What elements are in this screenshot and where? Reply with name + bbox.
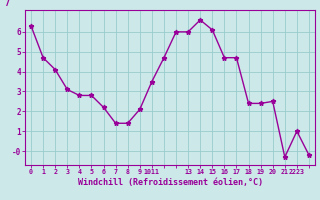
X-axis label: Windchill (Refroidissement éolien,°C): Windchill (Refroidissement éolien,°C) [77, 178, 262, 187]
Text: 7: 7 [5, 0, 10, 8]
